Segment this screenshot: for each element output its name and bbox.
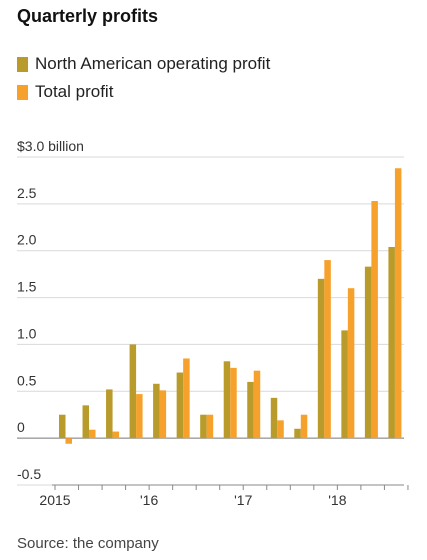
x-tick-label-1: '16 <box>140 492 158 508</box>
bar-total-5 <box>183 358 190 439</box>
bar-north-american-11 <box>317 278 325 439</box>
legend-label-total: Total profit <box>35 82 114 101</box>
bar-total-13 <box>371 201 378 439</box>
legend-item-total: Total profit <box>17 78 270 106</box>
y-tick-label-4: 1.0 <box>17 325 37 341</box>
x-tick-label-3: '18 <box>328 492 346 508</box>
bar-north-american-7 <box>223 361 231 439</box>
y-tick-label-1: 2.5 <box>17 185 37 201</box>
bar-north-american-9 <box>270 397 278 439</box>
x-tick-label-0: 2015 <box>39 492 70 508</box>
bar-total-6 <box>206 414 214 439</box>
bar-north-american-13 <box>364 266 372 439</box>
bar-total-4 <box>159 390 167 439</box>
y-tick-label-2: 2.0 <box>17 232 37 248</box>
bar-north-american-1 <box>82 405 90 439</box>
bar-north-american-10 <box>294 428 301 439</box>
chart-title: Quarterly profits <box>17 6 159 26</box>
bar-north-american-12 <box>341 330 348 439</box>
bar-total-10 <box>300 414 308 439</box>
legend-swatch-north-american <box>17 56 28 72</box>
bar-north-american-4 <box>153 383 160 439</box>
bar-north-american-3 <box>129 344 137 439</box>
bar-total-3 <box>136 394 143 439</box>
bar-total-14 <box>394 168 402 439</box>
bar-total-7 <box>230 367 237 439</box>
y-tick-label-0: $3.0 billion <box>17 138 84 154</box>
bar-total-1 <box>89 429 96 439</box>
bar-total-0 <box>65 438 72 444</box>
bar-total-9 <box>277 420 284 439</box>
bar-north-american-14 <box>388 246 395 439</box>
bar-total-11 <box>324 260 331 439</box>
y-tick-label-7: -0.5 <box>17 466 41 482</box>
legend: North American operating profit Total pr… <box>17 50 270 106</box>
bar-total-2 <box>112 431 120 439</box>
legend-label-north-american: North American operating profit <box>35 54 271 73</box>
source-note: Source: the company <box>17 535 159 552</box>
bar-total-12 <box>347 288 355 439</box>
bar-north-american-5 <box>176 372 184 439</box>
bar-north-american-2 <box>106 389 113 439</box>
bar-north-american-6 <box>200 414 207 439</box>
y-tick-label-3: 1.5 <box>17 279 37 295</box>
legend-swatch-total <box>17 84 28 100</box>
bar-north-american-8 <box>247 381 254 439</box>
legend-item-north-american: North American operating profit <box>17 50 270 78</box>
bar-total-8 <box>253 370 261 439</box>
y-tick-label-6: 0 <box>17 419 25 435</box>
bar-chart: $3.0 billion 2.5 2.0 1.5 1.0 0.5 0 -0.5 2015 '16 '… <box>17 138 409 508</box>
y-tick-label-5: 0.5 <box>17 372 37 388</box>
bar-north-american-0 <box>59 414 66 439</box>
x-tick-label-2: '17 <box>234 492 252 508</box>
